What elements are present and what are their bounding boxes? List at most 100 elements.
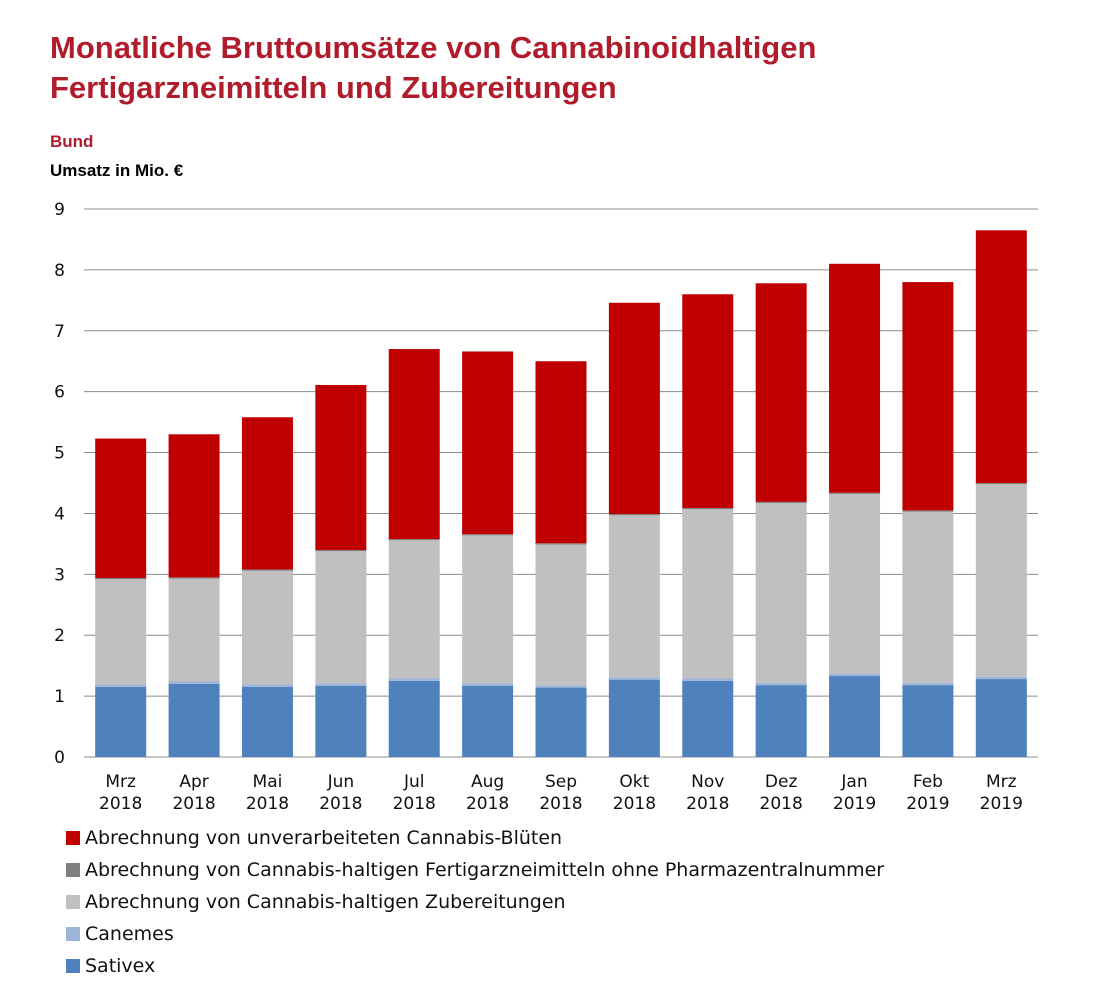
- bar-segment: [975, 230, 1027, 483]
- bar-segment: [682, 509, 734, 679]
- y-tick-label: 5: [54, 444, 65, 464]
- bar-segment: [95, 438, 147, 578]
- bar-segment: [829, 673, 881, 677]
- legend-swatch: [66, 895, 80, 909]
- bar-segment: [388, 678, 440, 681]
- bar-segment: [315, 551, 367, 684]
- bar-segment: [829, 492, 881, 494]
- bar-segment: [829, 676, 881, 757]
- bar-segment: [902, 282, 954, 511]
- legend-label: Abrechnung von Cannabis-haltigen Fertiga…: [85, 859, 885, 881]
- legend-swatch: [66, 863, 80, 877]
- legend-item: Sativex: [66, 950, 884, 982]
- bar-segment: [975, 676, 1027, 680]
- bar-segment: [241, 417, 293, 570]
- bar-segment: [535, 544, 587, 686]
- y-tick-label: 8: [54, 261, 65, 281]
- bar-segment: [388, 539, 440, 541]
- x-tick-label: Okt: [619, 772, 649, 792]
- bar-segment: [535, 543, 587, 545]
- bar-segment: [315, 549, 367, 552]
- legend-item: Abrechnung von Cannabis-haltigen Fertiga…: [66, 854, 884, 886]
- x-tick-label: Sep: [545, 772, 577, 792]
- x-tick-label: 2018: [172, 794, 215, 814]
- legend-swatch: [66, 831, 80, 845]
- bar-segment: [829, 263, 881, 493]
- bar-segment: [462, 351, 514, 535]
- bar-segment: [755, 503, 807, 683]
- x-tick-label: 2019: [980, 794, 1023, 814]
- bar-segment: [241, 569, 293, 571]
- bar-segment: [241, 686, 293, 757]
- bar-segment: [462, 685, 514, 757]
- bar-segment: [95, 579, 147, 685]
- bar-segment: [829, 493, 881, 674]
- x-tick-label: Mrz: [105, 772, 136, 792]
- x-tick-label: Jan: [840, 772, 867, 792]
- y-tick-label: 0: [54, 748, 65, 768]
- bar-segment: [462, 683, 514, 686]
- bar-segment: [168, 681, 220, 684]
- legend-item: Abrechnung von Cannabis-haltigen Zuberei…: [66, 886, 884, 918]
- bar-segment: [682, 680, 734, 757]
- chart-subtitle: Bund: [50, 132, 94, 151]
- x-tick-label: Apr: [179, 772, 208, 792]
- x-tick-label: Dez: [765, 772, 798, 792]
- x-tick-label: 2018: [393, 794, 436, 814]
- x-tick-label: Nov: [691, 772, 724, 792]
- bar-segment: [315, 683, 367, 686]
- bar-segment: [388, 540, 440, 679]
- bar-segment: [608, 302, 660, 515]
- bar-segment: [682, 294, 734, 508]
- x-tick-label: Mai: [253, 772, 283, 792]
- bar-segment: [315, 384, 367, 550]
- bar-segment: [755, 682, 807, 686]
- bar-segment: [608, 677, 660, 680]
- chart-title: Monatliche Bruttoumsätze von Cannabinoid…: [50, 30, 817, 105]
- bar-segment: [95, 686, 147, 757]
- y-tick-label: 6: [54, 383, 65, 403]
- bar-segment: [462, 534, 514, 536]
- x-tick-label: 2018: [686, 794, 729, 814]
- legend-label: Abrechnung von Cannabis-haltigen Zuberei…: [85, 891, 566, 913]
- bar-segment: [241, 570, 293, 685]
- bar-segment: [902, 685, 954, 757]
- bar-segment: [168, 578, 220, 682]
- legend-swatch: [66, 927, 80, 941]
- x-tick-label: 2018: [760, 794, 803, 814]
- bar-segment: [535, 361, 587, 544]
- y-tick-label: 1: [54, 687, 65, 707]
- bar-segment: [388, 349, 440, 540]
- x-tick-label: 2018: [99, 794, 142, 814]
- x-tick-label: Aug: [471, 772, 504, 792]
- bar-segment: [755, 501, 807, 504]
- bar-segment: [462, 535, 514, 684]
- x-tick-label: 2019: [833, 794, 876, 814]
- x-tick-label: Jun: [327, 772, 355, 792]
- bar-segment: [608, 515, 660, 678]
- bar-segment: [168, 577, 220, 579]
- bar-segment: [168, 434, 220, 578]
- x-tick-label: 2018: [613, 794, 656, 814]
- bar-segment: [535, 685, 587, 688]
- legend-item: Canemes: [66, 918, 884, 950]
- y-tick-label: 3: [54, 565, 65, 585]
- x-tick-label: 2019: [906, 794, 949, 814]
- bar-segment: [682, 507, 734, 510]
- bar-segment: [682, 678, 734, 681]
- y-axis-label: Umsatz in Mio. €: [50, 161, 184, 180]
- x-tick-label: Mrz: [986, 772, 1017, 792]
- x-tick-label: 2018: [539, 794, 582, 814]
- x-tick-label: 2018: [466, 794, 509, 814]
- bar-segment: [388, 680, 440, 757]
- x-tick-label: 2018: [246, 794, 289, 814]
- x-tick-label: Jul: [403, 772, 425, 792]
- bar-segment: [168, 683, 220, 757]
- bar-segment: [535, 687, 587, 757]
- bar-segment: [608, 514, 660, 516]
- bar-segment: [902, 511, 954, 683]
- legend-label: Sativex: [85, 955, 156, 977]
- legend-swatch: [66, 959, 80, 973]
- bar-segment: [608, 679, 660, 757]
- bar-segment: [315, 685, 367, 757]
